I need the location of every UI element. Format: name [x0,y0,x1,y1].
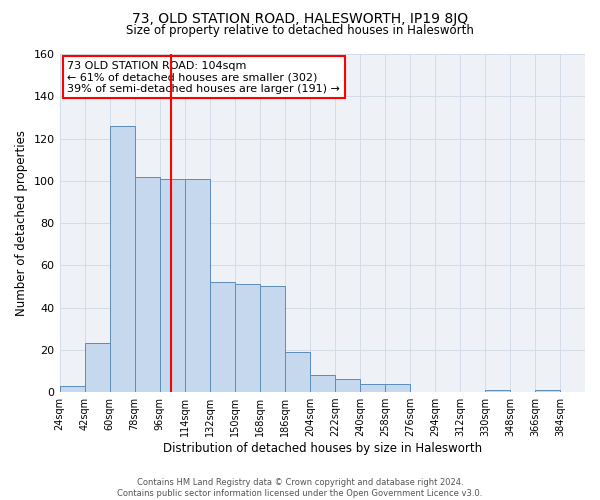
Bar [209,282,235,392]
Bar [160,178,185,392]
Text: Size of property relative to detached houses in Halesworth: Size of property relative to detached ho… [126,24,474,37]
Bar [360,384,385,392]
Bar [235,284,260,392]
Bar [285,352,310,392]
Bar [385,384,410,392]
Y-axis label: Number of detached properties: Number of detached properties [15,130,28,316]
Bar [85,344,110,392]
Bar [260,286,285,392]
Text: Contains HM Land Registry data © Crown copyright and database right 2024.
Contai: Contains HM Land Registry data © Crown c… [118,478,482,498]
X-axis label: Distribution of detached houses by size in Halesworth: Distribution of detached houses by size … [163,442,482,455]
Bar [185,178,209,392]
Bar [535,390,560,392]
Bar [335,380,360,392]
Bar [485,390,510,392]
Bar [110,126,134,392]
Bar [59,386,85,392]
Text: 73 OLD STATION ROAD: 104sqm
← 61% of detached houses are smaller (302)
39% of se: 73 OLD STATION ROAD: 104sqm ← 61% of det… [67,61,340,94]
Bar [134,176,160,392]
Bar [310,375,335,392]
Text: 73, OLD STATION ROAD, HALESWORTH, IP19 8JQ: 73, OLD STATION ROAD, HALESWORTH, IP19 8… [132,12,468,26]
